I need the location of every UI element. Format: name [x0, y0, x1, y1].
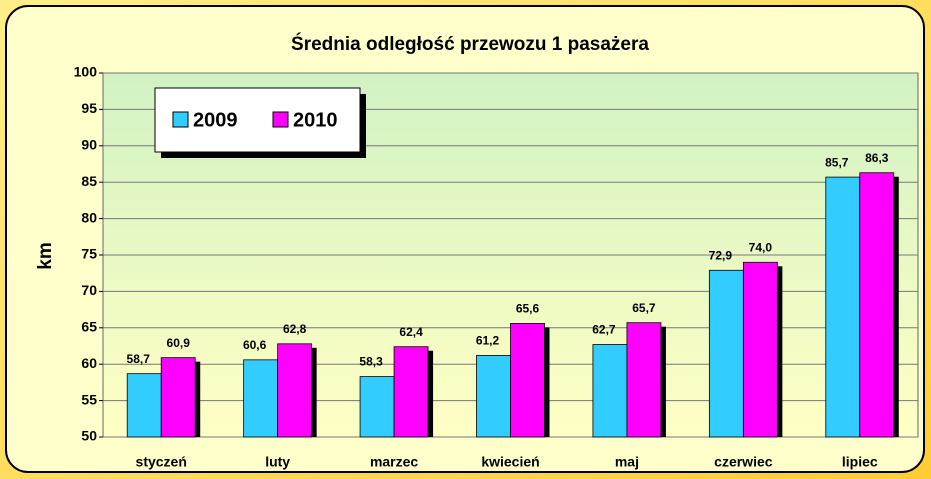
data-label: 61,2	[476, 334, 500, 348]
x-tick-label: marzec	[370, 454, 418, 470]
bar	[243, 359, 279, 438]
legend-label: 2010	[293, 109, 338, 131]
y-tick-label: 65	[81, 319, 97, 335]
y-tick-label: 60	[81, 355, 97, 371]
legend-swatch	[172, 111, 189, 128]
data-label: 58,7	[127, 352, 151, 366]
y-tick-label: 80	[81, 209, 97, 225]
data-label: 65,6	[516, 302, 540, 316]
bar	[510, 323, 545, 438]
x-tick-label: lipiec	[842, 454, 878, 470]
bar	[277, 343, 313, 438]
x-tick-label: czerwiec	[714, 454, 773, 470]
y-tick-label: 95	[81, 100, 97, 116]
data-label: 85,7	[825, 155, 849, 169]
x-tick-label: styczeń	[136, 454, 187, 470]
y-tick-label: 90	[81, 137, 97, 153]
x-tick-label: maj	[615, 454, 639, 470]
data-label: 65,7	[632, 301, 656, 315]
y-tick-label: 55	[81, 391, 97, 407]
bar	[160, 357, 196, 438]
data-label: 62,4	[399, 325, 423, 339]
legend-swatch	[272, 111, 289, 128]
bar	[742, 261, 778, 438]
bar	[859, 172, 895, 438]
data-label: 58,3	[359, 355, 383, 369]
bar	[476, 355, 511, 438]
bar	[126, 373, 162, 438]
data-label: 74,0	[749, 240, 773, 254]
bar	[626, 322, 662, 438]
y-tick-label: 75	[81, 246, 97, 262]
data-label: 72,9	[709, 248, 733, 262]
data-label: 86,3	[865, 151, 889, 165]
y-tick-label: 50	[81, 428, 97, 444]
chart-title: Średnia odległość przewozu 1 pasażera	[291, 33, 649, 55]
data-label: 60,9	[167, 336, 191, 350]
bar	[393, 346, 429, 438]
y-tick-label: 70	[81, 282, 97, 298]
legend	[154, 87, 361, 153]
x-tick-label: kwiecień	[481, 454, 539, 470]
bar	[359, 376, 395, 438]
y-tick-label: 100	[74, 64, 98, 80]
bar	[825, 176, 861, 438]
y-axis-label: km	[35, 242, 56, 269]
bar	[592, 344, 628, 438]
data-label: 62,8	[283, 322, 307, 336]
y-tick-label: 85	[81, 173, 97, 189]
x-tick-label: luty	[265, 454, 290, 470]
bar	[708, 269, 744, 438]
data-label: 60,6	[243, 338, 267, 352]
legend-label: 2009	[193, 109, 238, 131]
data-label: 62,7	[592, 323, 616, 337]
